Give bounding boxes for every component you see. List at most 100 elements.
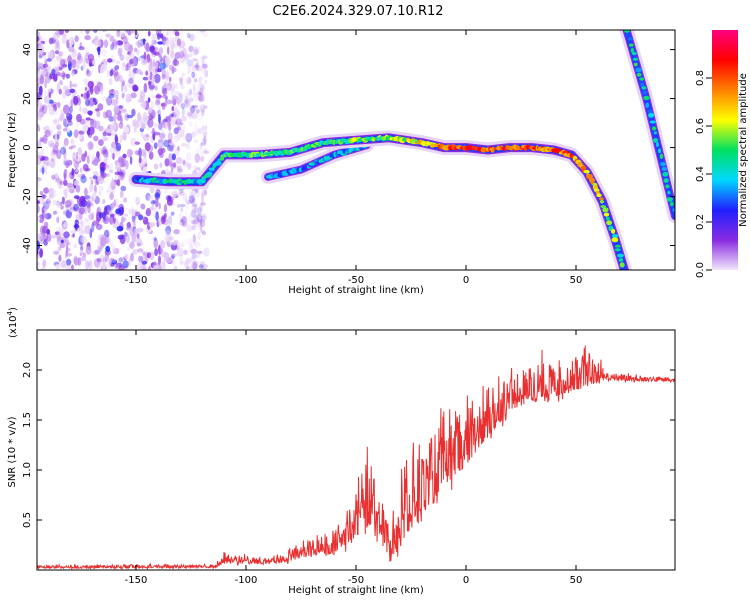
noise-blob: [121, 157, 127, 167]
noise-blob: [192, 91, 199, 101]
steep-trace-blob: [624, 30, 630, 33]
noise-blob: [142, 58, 149, 63]
noise-blob: [59, 71, 65, 76]
noise-blob: [126, 148, 133, 158]
noise-blob: [159, 261, 167, 270]
noise-blob: [182, 48, 187, 58]
noise-blob: [46, 103, 52, 112]
noise-blob: [85, 246, 92, 255]
noise-blob: [62, 189, 68, 195]
noise-blob: [143, 82, 148, 93]
noise-blob: [150, 40, 155, 44]
main-trace-blob: [618, 258, 624, 262]
noise-blob: [118, 171, 124, 176]
noise-blob: [121, 82, 124, 93]
steep-trace-blob: [647, 109, 653, 114]
noise-blob: [180, 85, 185, 89]
noise-blob: [74, 35, 79, 43]
steep-trace-blob: [643, 95, 650, 101]
noise-blob: [181, 215, 187, 226]
noise-blob: [112, 41, 120, 45]
noise-blob: [197, 91, 202, 96]
noise-blob: [93, 156, 99, 167]
x-tick-label: -150: [125, 575, 148, 586]
noise-blob: [180, 115, 187, 122]
noise-blob: [83, 229, 87, 234]
noise-blob: [75, 169, 78, 173]
noise-blob: [114, 175, 119, 180]
noise-blob: [68, 36, 75, 46]
noise-blob: [189, 33, 195, 42]
noise-blob: [122, 132, 127, 141]
noise-blob: [66, 242, 71, 246]
noise-blob: [178, 242, 185, 248]
noise-blob: [168, 130, 172, 141]
noise-blob: [100, 49, 108, 57]
main-trace-blob: [217, 158, 221, 163]
noise-blob: [136, 242, 142, 247]
noise-blob: [52, 210, 57, 215]
noise-blob: [114, 65, 120, 70]
noise-blob: [148, 85, 156, 89]
noise-blob: [192, 83, 196, 91]
noise-blob: [153, 237, 157, 241]
snr-y-ticks: 0.5 1.0 1.5 2.0: [22, 362, 675, 528]
noise-blob: [105, 245, 111, 253]
noise-blob: [62, 71, 65, 80]
snr-x-label: Height of straight line (km): [288, 585, 424, 596]
noise-blob: [158, 132, 166, 139]
noise-blob: [37, 101, 43, 110]
noise-blob: [142, 216, 146, 222]
noise-blob: [188, 266, 196, 270]
noise-blob: [128, 70, 136, 81]
noise-blob: [61, 223, 68, 231]
noise-blob: [75, 156, 81, 163]
noise-blob: [40, 40, 45, 45]
noise-blob: [82, 163, 89, 172]
noise-blob: [145, 42, 150, 53]
y-tick-label: 0.5: [22, 512, 33, 528]
noise-blob: [128, 150, 136, 155]
noise-blob: [181, 47, 187, 55]
noise-blob: [192, 260, 199, 268]
noise-blob: [125, 93, 131, 104]
noise-blob: [152, 206, 157, 212]
noise-blob: [87, 110, 93, 116]
noise-blob: [168, 153, 174, 163]
noise-blob: [142, 134, 150, 142]
noise-blob: [171, 95, 178, 101]
noise-blob: [173, 229, 180, 235]
noise-blob: [130, 137, 137, 147]
noise-blob: [170, 119, 177, 127]
noise-blob: [176, 247, 184, 257]
noise-blob: [196, 213, 203, 223]
snr-series-line: [37, 345, 675, 570]
noise-blob: [185, 132, 193, 143]
noise-blob: [116, 225, 124, 232]
noise-blob: [174, 91, 180, 95]
steep-trace-blob: [624, 33, 632, 38]
main-trace-blob: [606, 220, 612, 226]
noise-blob: [94, 85, 98, 94]
noise-blob: [102, 96, 107, 102]
noise-blob: [170, 211, 175, 216]
colorbar-ticks: 0.0 0.2 0.4 0.6 0.8: [695, 70, 712, 278]
noise-blob: [196, 167, 201, 171]
noise-blob: [199, 144, 203, 150]
noise-blob: [110, 255, 117, 263]
noise-blob: [64, 199, 69, 204]
steep-trace-blob: [649, 120, 656, 124]
noise-blob: [65, 265, 72, 270]
noise-blob: [203, 105, 208, 110]
noise-blob: [182, 161, 188, 168]
noise-blob: [116, 178, 121, 187]
noise-blob: [201, 137, 206, 147]
x-tick-label: 50: [570, 275, 583, 286]
steep-trace-blob: [655, 141, 660, 148]
noise-blob: [55, 38, 60, 49]
noise-blob: [76, 196, 81, 205]
noise-blob: [148, 194, 154, 203]
noise-blob: [51, 124, 55, 133]
noise-blob: [154, 248, 159, 257]
noise-blob: [81, 237, 88, 244]
